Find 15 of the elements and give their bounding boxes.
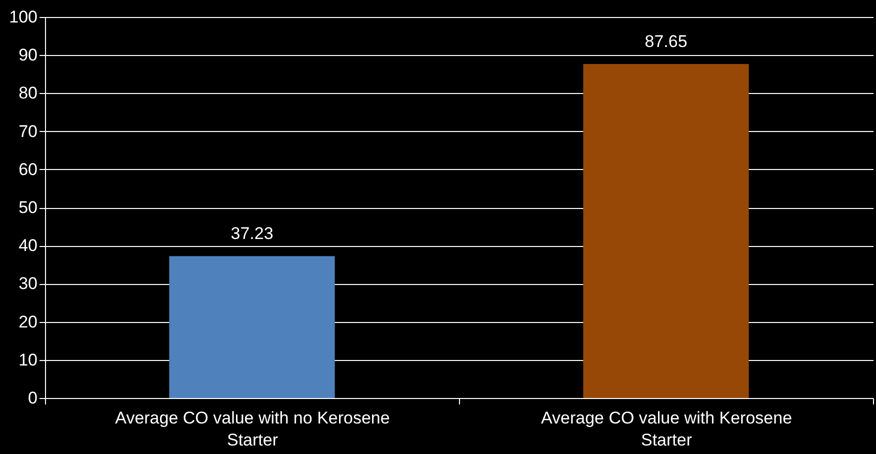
y-tick-label: 70 <box>18 122 38 141</box>
y-tick-label: 50 <box>18 198 38 217</box>
y-tick-label: 40 <box>18 236 38 256</box>
x-tick-label: Average CO value with Kerosene Starter <box>540 408 792 450</box>
y-tick-label: 100 <box>9 8 38 26</box>
y-tick-label: 10 <box>18 350 38 370</box>
y-tick-label: 80 <box>18 84 38 103</box>
y-tick-label: 0 <box>28 388 38 408</box>
data-label: 37.23 <box>230 224 274 244</box>
data-label: 87.65 <box>644 32 688 52</box>
y-tick-label: 30 <box>18 274 38 294</box>
x-tick-label: Average CO value with no Kerosene Starter <box>115 408 390 450</box>
y-tick-label: 60 <box>18 160 38 179</box>
y-tick-label: 90 <box>18 46 38 65</box>
y-tick-label: 20 <box>18 312 38 332</box>
